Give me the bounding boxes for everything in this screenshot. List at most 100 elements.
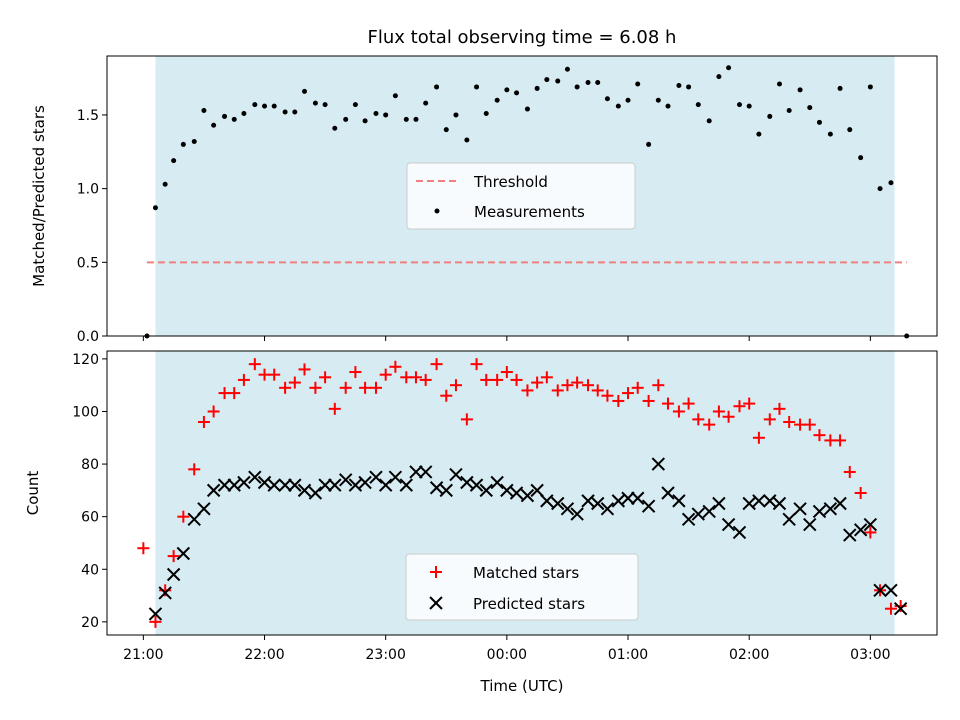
axes-frame-top (106, 55, 938, 337)
matched-stars-point (237, 373, 250, 386)
predicted-stars-point (793, 502, 807, 516)
matched-stars-point (379, 368, 392, 381)
ytick-label: 0.0 (77, 329, 99, 345)
ytick-label: 0.5 (77, 255, 99, 271)
predicted-stars-point (782, 512, 796, 527)
predicted-stars-point (853, 523, 868, 537)
predicted-stars-point (328, 478, 342, 492)
measurement-points (144, 65, 910, 339)
matched-stars-point (601, 389, 614, 402)
matched-stars-point (652, 379, 665, 392)
predicted-stars-point (812, 504, 827, 519)
predicted-stars-point (176, 546, 191, 561)
ytick-label: 20 (81, 615, 99, 631)
legend-measurements-swatch (434, 208, 440, 214)
matched-stars-point (551, 384, 564, 397)
predicted-stars-point (843, 528, 857, 542)
predicted-stars-point (429, 481, 444, 495)
predicted-stars-point (833, 496, 847, 511)
predicted-stars-point (409, 465, 423, 479)
ylabel-top: Matched/Predicted stars (30, 105, 48, 287)
predicted-stars-point (148, 607, 163, 621)
matched-stars-point (682, 397, 695, 410)
measurements-point (867, 84, 873, 90)
matched-stars-point (591, 384, 604, 397)
matched-stars-point (752, 431, 765, 444)
measurements-point (152, 205, 158, 211)
measurements-point (262, 103, 268, 109)
matched-stars-point (359, 381, 372, 394)
measurements-point (403, 116, 409, 122)
predicted-stars-point (691, 507, 706, 521)
predicted-stars-point (520, 488, 535, 503)
matched-stars-point (440, 389, 453, 402)
predicted-stars-point (681, 512, 696, 527)
ytick-label: 40 (81, 562, 99, 578)
matched-stars-point (692, 413, 705, 426)
predicted-stars-point (490, 475, 504, 490)
ytick-label: 1.0 (77, 182, 99, 198)
measurements-point (555, 78, 561, 84)
measurements-point (816, 119, 822, 125)
matched-stars-point (137, 542, 150, 555)
xtick-label: 00:00 (487, 647, 527, 663)
measurements-point (312, 100, 318, 106)
measurements-point (786, 108, 792, 114)
matched-stars-point (712, 405, 725, 418)
measurements-point (443, 127, 449, 133)
ytick-label: 1.5 (77, 108, 99, 124)
predicted-stars-point (570, 507, 584, 521)
measurements-point (716, 74, 722, 80)
matched-stars-point (349, 366, 362, 379)
predicted-stars-point (278, 478, 292, 492)
matched-stars-point (279, 381, 292, 394)
measurements-point (595, 80, 601, 86)
measurements-point (888, 180, 894, 186)
matched-stars-point (803, 418, 816, 431)
predicted-stars-point (732, 525, 747, 540)
measurements-point (564, 66, 570, 72)
matched-stars-point (177, 510, 190, 523)
matched-stars-point (328, 402, 341, 415)
measurements-point (180, 141, 186, 147)
predicted-stars-point (651, 457, 666, 471)
legend-predicted-swatch (429, 596, 443, 610)
matched-stars-point (319, 371, 332, 384)
matched-stars-point (773, 402, 786, 415)
matched-stars-point (733, 400, 746, 413)
measurements-point (746, 103, 752, 109)
measurements-point (837, 85, 843, 91)
measurements-point (635, 81, 641, 87)
xtick-label: 03:00 (850, 647, 890, 663)
matched-stars-point (834, 434, 847, 447)
predicted-stars-point (388, 470, 403, 484)
measurements-point (362, 118, 368, 124)
matched-stars-point (884, 602, 897, 615)
measurements-point (736, 102, 742, 108)
predicted-stars-point (308, 486, 323, 500)
predicted-stars-point (772, 496, 787, 511)
measurements-point (383, 112, 389, 118)
measurements-point (726, 65, 732, 71)
matched-stars-point (470, 358, 483, 371)
xtick-label: 02:00 (729, 647, 769, 663)
matched-stars-point (460, 413, 473, 426)
predicted-stars-point (672, 494, 686, 508)
measurements-point (655, 97, 661, 103)
measurements-point (625, 97, 631, 103)
matched-stars-point (521, 384, 534, 397)
matched-stars-point (531, 376, 544, 389)
measurements-point (373, 110, 379, 116)
measurements-point (686, 84, 692, 90)
predicted-stars-point (884, 583, 898, 598)
matched-stars-point (369, 381, 382, 394)
matched-stars-point (167, 550, 180, 563)
predicted-stars-point (227, 478, 241, 492)
predicted-stars-point (721, 517, 736, 532)
measurements-point (302, 88, 308, 94)
matched-stars-point (631, 381, 644, 394)
matched-stars-point (480, 373, 493, 386)
matched-stars-point (561, 379, 574, 392)
predicted-stars-point (267, 478, 281, 492)
